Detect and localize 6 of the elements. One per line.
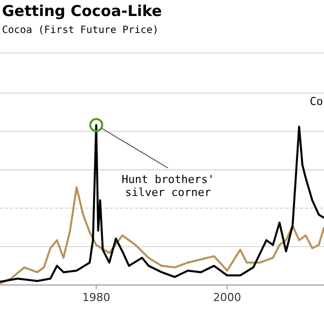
annotation: Hunt brothers' silver corner [122, 173, 214, 199]
text: Co [310, 95, 323, 108]
chart-title: Getting Cocoa-Like [2, 2, 162, 20]
x-tick-label: 1980 [82, 291, 110, 304]
chart-subtitle: Cocoa (First Future Price) [2, 25, 159, 36]
x-tick-label: 2000 [213, 291, 242, 304]
